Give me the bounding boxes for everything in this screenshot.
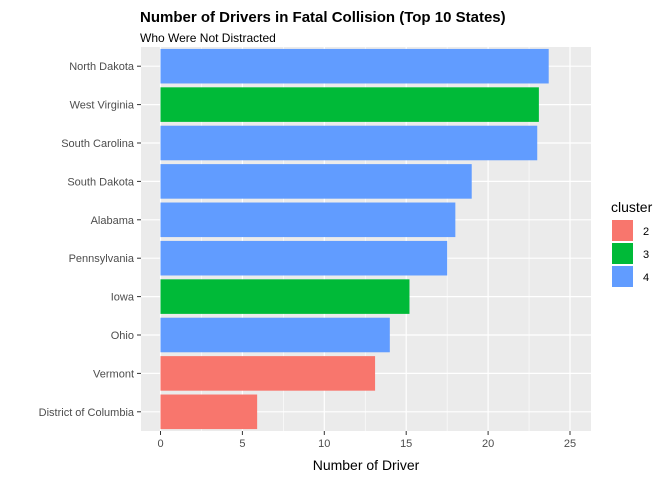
bar (160, 317, 390, 353)
legend-label: 2 (643, 226, 649, 238)
bar (160, 279, 410, 314)
y-tick-label: Vermont (93, 368, 134, 380)
y-tick-label: North Dakota (69, 61, 135, 73)
chart-subtitle: Who Were Not Distracted (140, 31, 276, 45)
x-tick-label: 15 (400, 438, 412, 450)
x-tick-label: 0 (157, 438, 163, 450)
y-tick-label: West Virginia (70, 100, 135, 112)
x-axis-title: Number of Driver (313, 457, 420, 473)
y-tick-label: Ohio (111, 330, 134, 342)
legend: cluster 2 3 4 (611, 199, 653, 287)
y-tick-label: Iowa (111, 292, 135, 304)
bar (160, 356, 376, 391)
bar (160, 202, 456, 238)
legend-title: cluster (611, 199, 653, 215)
legend-key (612, 220, 633, 241)
y-tick-label: Alabama (91, 215, 135, 227)
legend-key (612, 243, 633, 264)
y-tick-label: District of Columbia (39, 407, 135, 419)
legend-label: 4 (643, 272, 649, 284)
bar (160, 240, 448, 276)
x-tick-label: 10 (318, 438, 330, 450)
bars (160, 48, 549, 430)
x-tick-label: 20 (482, 438, 494, 450)
bar (160, 125, 538, 161)
x-tick-label: 5 (239, 438, 245, 450)
bar (160, 164, 472, 199)
bar (160, 87, 539, 122)
bar (160, 48, 549, 84)
legend-label: 3 (643, 249, 649, 261)
y-tick-label: South Carolina (61, 138, 135, 150)
y-tick-label: Pennsylvania (69, 253, 135, 265)
chart-title: Number of Drivers in Fatal Collision (To… (140, 9, 506, 26)
x-tick-label: 25 (564, 438, 576, 450)
y-tick-label: South Dakota (67, 176, 135, 188)
bar (160, 394, 258, 430)
legend-key (612, 266, 633, 287)
axes: 0 5 10 15 20 25 North Dakota West Virginia South… (39, 61, 576, 450)
